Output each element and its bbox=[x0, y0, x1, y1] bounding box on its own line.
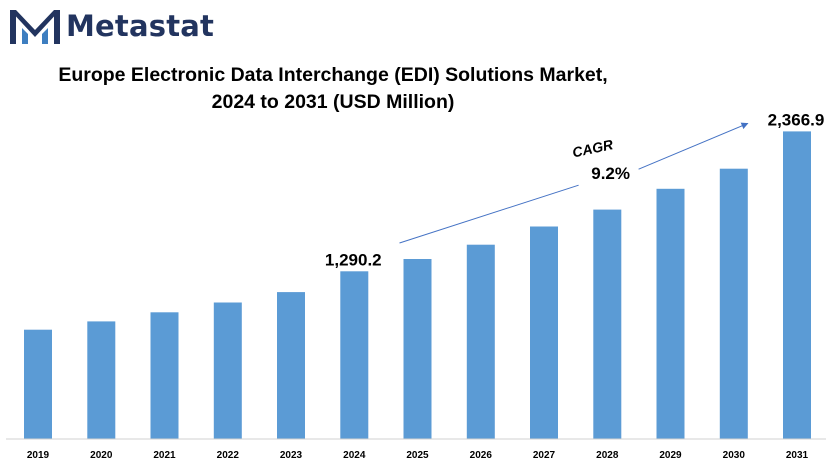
x-tick-label-2025: 2025 bbox=[406, 450, 429, 461]
x-tick-label-2026: 2026 bbox=[470, 450, 493, 461]
x-tick-label-2027: 2027 bbox=[533, 450, 556, 461]
x-tick-label-2031: 2031 bbox=[786, 450, 809, 461]
x-tick-label-2020: 2020 bbox=[90, 450, 113, 461]
chart-title-line-2: 2024 to 2031 (USD Million) bbox=[211, 91, 455, 113]
bar-2024 bbox=[340, 271, 369, 439]
bar-2025 bbox=[403, 259, 432, 439]
bar-2031 bbox=[783, 131, 811, 439]
data-label-2031: 2,366.9 bbox=[768, 110, 825, 129]
bar-2021 bbox=[150, 312, 179, 439]
x-tick-label-2028: 2028 bbox=[596, 450, 619, 461]
x-tick-label-2023: 2023 bbox=[280, 450, 303, 461]
x-tick-label-2019: 2019 bbox=[27, 450, 50, 461]
x-tick-label-2022: 2022 bbox=[217, 450, 240, 461]
bar-2019 bbox=[24, 329, 52, 439]
bar-2028 bbox=[593, 209, 622, 439]
cagr-annotation: CAGR 9.2% bbox=[399, 122, 749, 244]
brand-logo: Metastat bbox=[8, 6, 214, 46]
chart-title: Europe Electronic Data Interchange (EDI)… bbox=[0, 62, 666, 116]
bar-2020 bbox=[87, 321, 116, 439]
x-tick-label-2024: 2024 bbox=[343, 450, 366, 461]
brand-name: Metastat bbox=[66, 9, 215, 43]
x-tick-label-2030: 2030 bbox=[723, 450, 746, 461]
bar-2026 bbox=[466, 244, 495, 439]
x-tick-label-2029: 2029 bbox=[659, 450, 682, 461]
x-tick-labels: 2019 2020 2021 2022 2023 2024 2025 2026 2027 2028… bbox=[27, 450, 809, 461]
chart-title-line-1: Europe Electronic Data Interchange (EDI)… bbox=[58, 64, 608, 86]
bar-2029 bbox=[656, 188, 685, 439]
bars-group bbox=[24, 131, 811, 439]
cagr-arrow-segment-2 bbox=[638, 122, 749, 170]
cagr-value: 9.2% bbox=[591, 164, 630, 183]
data-label-2024: 1,290.2 bbox=[325, 250, 382, 269]
bar-2022 bbox=[213, 302, 242, 439]
bar-2030 bbox=[719, 168, 748, 439]
x-tick-label-2021: 2021 bbox=[153, 450, 176, 461]
bar-2023 bbox=[277, 292, 305, 439]
cagr-arrow-segment-1 bbox=[399, 184, 579, 244]
metastat-m-logo-icon bbox=[10, 10, 60, 44]
data-labels: 1,290.2 2,366.9 bbox=[325, 110, 824, 269]
bar-2027 bbox=[530, 226, 558, 439]
cagr-label: CAGR bbox=[571, 136, 616, 160]
